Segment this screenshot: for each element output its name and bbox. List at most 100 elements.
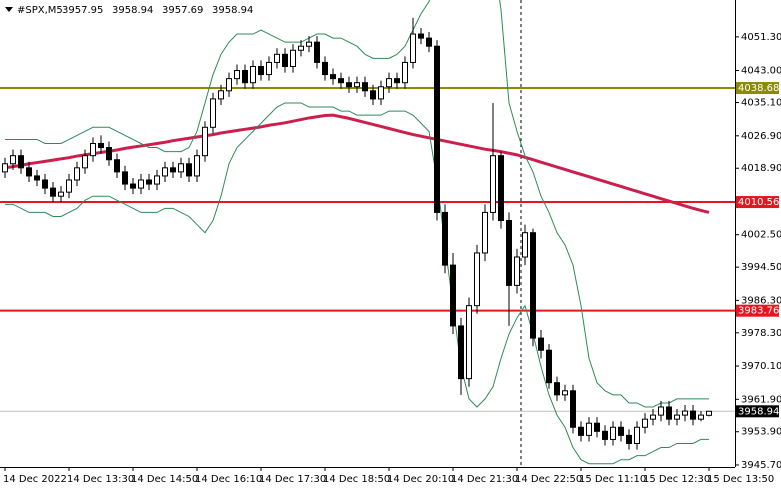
candle-body [610,426,616,440]
y-tick-label: 4035.10 [741,98,781,109]
candle-body [18,155,24,169]
candle-body [314,41,320,63]
candle-body [410,33,416,63]
candle-body [386,78,392,88]
candle-body [570,390,576,428]
candle-body [442,211,448,266]
y-tick-label: 3986.30 [741,295,781,306]
candle-body [10,155,16,165]
candle-body [26,167,32,177]
candle-body [250,65,256,84]
level-label-box [736,82,779,95]
candle-body [106,147,112,161]
candle-body [178,163,184,173]
level-label: 3983.76 [738,306,779,317]
candle-body [658,406,664,416]
y-tick-label: 3970.10 [741,361,781,372]
candle-body [154,175,160,185]
last-price-label: 3958.94 [738,406,779,417]
candle-body [562,390,568,396]
candle-body [698,414,704,420]
y-tick-label: 3945.70 [741,460,781,471]
candle-body [210,98,216,128]
candle-body [194,155,200,177]
candle-body [370,90,376,100]
candle-body [298,45,304,51]
candle-body [82,155,88,169]
candle-body [338,78,344,84]
candle-body [170,167,176,173]
candle-body [34,175,40,181]
candle-body [690,410,696,420]
x-tick-label: 15 Dec 12:30 [643,474,710,485]
candle-body [426,37,432,47]
x-tick-label: 14 Dec 22:50 [515,474,582,485]
candle-body [346,82,352,88]
candle-body [642,418,648,428]
candle-body [282,53,288,67]
symbol-icon [5,7,13,12]
candle-body [578,426,584,436]
x-tick-label: 14 Dec 13:30 [67,474,134,485]
candle-body [242,70,248,84]
level-label: 4038.68 [738,83,779,94]
candle-body [202,126,208,157]
candle-body [650,414,656,420]
candle-body [674,414,680,420]
candle-body [354,82,360,88]
candle-body [122,171,128,185]
candle-body [274,53,280,63]
y-tick-label: 3961.90 [741,394,781,405]
candle-body [530,232,536,339]
candle-body [330,74,336,80]
indicator-line [4,113,710,214]
candle-body [90,143,96,157]
candle-body [522,232,528,258]
candle-body [58,191,64,197]
candle-body [490,155,496,213]
candle-body [378,86,384,100]
candle-body [66,179,72,193]
candle-body [450,264,456,327]
x-tick-label: 14 Dec 2022 [3,474,67,485]
candle-body [706,410,712,416]
candle-body [98,143,104,149]
candle-body [434,45,440,213]
y-tick-label: 3953.90 [741,427,781,438]
candle-body [538,337,544,351]
y-tick-label: 3994.50 [741,262,781,273]
candle-body [2,163,8,173]
x-tick-label: 14 Dec 17:30 [259,474,326,485]
candle-body [594,422,600,432]
ohlc-high: 3958.94 [112,5,153,16]
y-tick-label: 4051.30 [741,32,781,43]
candle-body [626,434,632,444]
candle-body [50,187,56,197]
candle-body [130,183,136,189]
y-tick-label: 4002.50 [741,230,781,241]
level-label: 4010.56 [738,197,779,208]
candle-body [458,325,464,380]
candle-body [322,61,328,76]
candle-body [218,90,224,100]
level-label-box [736,304,779,317]
candle-body [290,49,296,67]
candle-body [74,167,80,181]
candle-body [506,220,512,286]
candle-body [482,211,488,254]
candle-body [394,78,400,84]
x-tick-label: 14 Dec 21:30 [451,474,518,485]
candle-body [554,382,560,396]
y-tick-label: 4043.00 [741,66,781,77]
plot-area [0,0,735,467]
candle-body [362,82,368,92]
candle-body [418,33,424,39]
y-tick-label: 4018.90 [741,163,781,174]
x-tick-label: 15 Dec 13:50 [707,474,774,485]
candle-body [42,179,48,189]
level-label-box [736,196,779,209]
x-tick-label: 14 Dec 18:50 [323,474,390,485]
